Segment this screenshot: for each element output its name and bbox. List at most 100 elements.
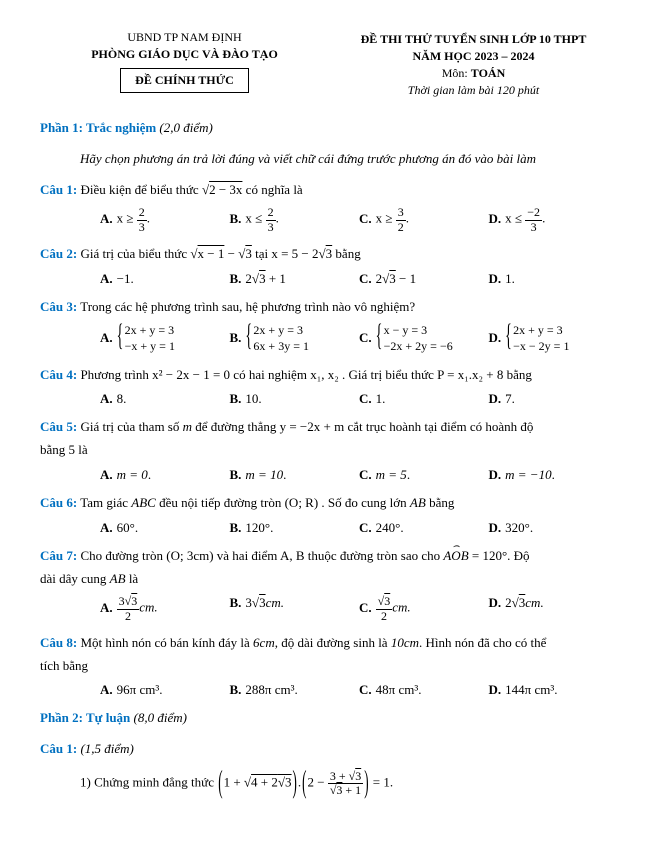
q3-opt-c: C. x − y = 3−2x + 2y = −6: [359, 323, 489, 354]
tq1-1-r-num-r: 3: [355, 769, 361, 783]
q6-text-a: Tam giác: [77, 495, 131, 510]
q6-opt-c: C.240°.: [359, 520, 489, 536]
opt-c-label: C.: [359, 330, 372, 345]
q1c-den: 2: [396, 221, 406, 234]
q1a-lhs: x ≥: [117, 211, 134, 226]
opt-a-label: A.: [100, 520, 113, 535]
q6-opt-b: B.120°.: [230, 520, 360, 536]
document-header: UBND TP NAM ĐỊNH PHÒNG GIÁO DỤC VÀ ĐÀO T…: [40, 30, 618, 98]
opt-d-label: D.: [489, 595, 502, 610]
org-line: UBND TP NAM ĐỊNH: [40, 30, 329, 45]
question-7-cont: dài dây cung AB là: [40, 569, 618, 590]
opt-d-label: D.: [489, 211, 502, 226]
q1-radicand: 2 − 3x: [209, 182, 242, 197]
q3-opt-b: B. 2x + y = 36x + 3y = 1: [230, 323, 360, 354]
q4a: 8: [117, 391, 124, 406]
q8-text-c: . Hình nón đã cho có thể: [419, 635, 546, 650]
opt-d-label: D.: [489, 271, 502, 286]
official-box: ĐỀ CHÍNH THỨC: [120, 68, 249, 93]
q7a-num-a: 3: [119, 594, 125, 608]
opt-c-label: C.: [359, 682, 372, 697]
q3b1: 2x + y = 3: [253, 323, 309, 339]
q3a2: −x + y = 1: [125, 339, 175, 355]
q5-m: m: [183, 419, 192, 434]
opt-a-label: A.: [100, 271, 113, 286]
tq1-1-l-r: 3: [285, 775, 292, 790]
q6-options: A.60°. B.120°. C.240°. D.320°.: [100, 520, 618, 536]
q3c2: −2x + 2y = −6: [384, 339, 453, 355]
q1b-lhs: x ≤: [245, 211, 262, 226]
q7c-den: 2: [376, 610, 393, 623]
q5-opt-d: D.m = −10.: [489, 467, 619, 483]
q5-text-b: để đường thẳng y = −2x + m cắt trục hoàn…: [192, 419, 533, 434]
opt-b-label: B.: [230, 211, 242, 226]
duration-line: Thời gian làm bài 120 phút: [329, 83, 618, 98]
tq1-1-l1: 1 +: [224, 775, 244, 790]
tq1-1-r-den-b: + 1: [342, 783, 361, 797]
q4b: 10: [245, 391, 258, 406]
opt-b-label: B.: [230, 682, 242, 697]
opt-b-label: B.: [230, 391, 242, 406]
q7c-unit: cm.: [392, 600, 410, 615]
q4-text: Phương trình x² − 2x − 1 = 0 có hai nghi…: [77, 367, 532, 382]
q1-label: Câu 1:: [40, 182, 77, 197]
dot: .: [276, 211, 279, 226]
q7-label: Câu 7:: [40, 548, 77, 563]
tq1-1-eq: = 1.: [370, 775, 394, 790]
q7-opt-b: B.3√3cm.: [230, 595, 360, 622]
header-left: UBND TP NAM ĐỊNH PHÒNG GIÁO DỤC VÀ ĐÀO T…: [40, 30, 329, 98]
opt-a-label: A.: [100, 682, 113, 697]
q1d-den: 3: [525, 221, 542, 234]
q8-i2: 10cm: [391, 635, 419, 650]
q6a: 60°: [117, 520, 135, 535]
essay-q1: Câu 1: (1,5 điểm): [40, 739, 618, 760]
q7b-a: 3: [245, 595, 252, 610]
q7-text-b: = 120°. Độ: [469, 548, 530, 563]
q1b-den: 3: [266, 221, 276, 234]
q8-opt-a: A.96π cm³.: [100, 682, 230, 698]
q5-opt-a: A.m = 0.: [100, 467, 230, 483]
q4-opt-c: C.1.: [359, 391, 489, 407]
section-2-score: (8,0 điểm): [130, 710, 187, 725]
q3c1: x − y = 3: [384, 323, 453, 339]
question-5: Câu 5: Giá trị của tham số m để đường th…: [40, 417, 618, 438]
q5b: m = 10: [245, 467, 283, 482]
opt-b-label: B.: [230, 520, 242, 535]
q3d1: 2x + y = 3: [513, 323, 569, 339]
q3b2: 6x + 3y = 1: [253, 339, 309, 355]
q3a1: 2x + y = 3: [125, 323, 175, 339]
tq1-1-r-num-a: 3 +: [330, 769, 349, 783]
dept-line: PHÒNG GIÁO DỤC VÀ ĐÀO TẠO: [40, 47, 329, 62]
q4-opt-a: A.8.: [100, 391, 230, 407]
tq1-score: (1,5 điểm): [77, 741, 134, 756]
q7-aob: AOB: [443, 546, 468, 567]
opt-a-label: A.: [100, 600, 113, 615]
q1-opt-a: A.x ≥ 23.: [100, 206, 230, 233]
q2-opt-b: B.2√3 + 1: [230, 271, 360, 287]
opt-d-label: D.: [489, 520, 502, 535]
opt-d-label: D.: [489, 391, 502, 406]
q8c: 48π cm³: [376, 682, 419, 697]
instruction: Hãy chọn phương án trả lời đúng và viết …: [80, 149, 618, 170]
q1-opt-c: C.x ≥ 32.: [359, 206, 489, 233]
opt-b-label: B.: [230, 330, 242, 345]
subject-name: TOÁN: [471, 66, 505, 80]
opt-a-label: A.: [100, 330, 113, 345]
opt-a-label: A.: [100, 467, 113, 482]
q3-options: A.2x + y = 3−x + y = 1 B.2x + y = 36x + …: [100, 323, 618, 354]
q7-opt-a: A.3√32cm.: [100, 595, 230, 622]
tq1-label: Câu 1:: [40, 741, 77, 756]
q3-text: Trong các hệ phương trình sau, hệ phương…: [77, 299, 415, 314]
dot: .: [406, 211, 409, 226]
q5a: m = 0: [117, 467, 148, 482]
q8b: 288π cm³: [245, 682, 294, 697]
q2-options: A.−1. B.2√3 + 1 C.2√3 − 1 D.1.: [100, 271, 618, 287]
q7b-unit: cm.: [266, 595, 284, 610]
q6-opt-a: A.60°.: [100, 520, 230, 536]
q6-opt-d: D.320°.: [489, 520, 619, 536]
q8-options: A.96π cm³. B.288π cm³. C.48π cm³. D.144π…: [100, 682, 618, 698]
section-label: Phần 1: Trắc nghiệm: [40, 120, 156, 135]
tq1-1-r-a: 2 −: [307, 775, 327, 790]
q2-text-c: bằng: [332, 246, 361, 261]
question-8-cont: tích bằng: [40, 656, 618, 677]
